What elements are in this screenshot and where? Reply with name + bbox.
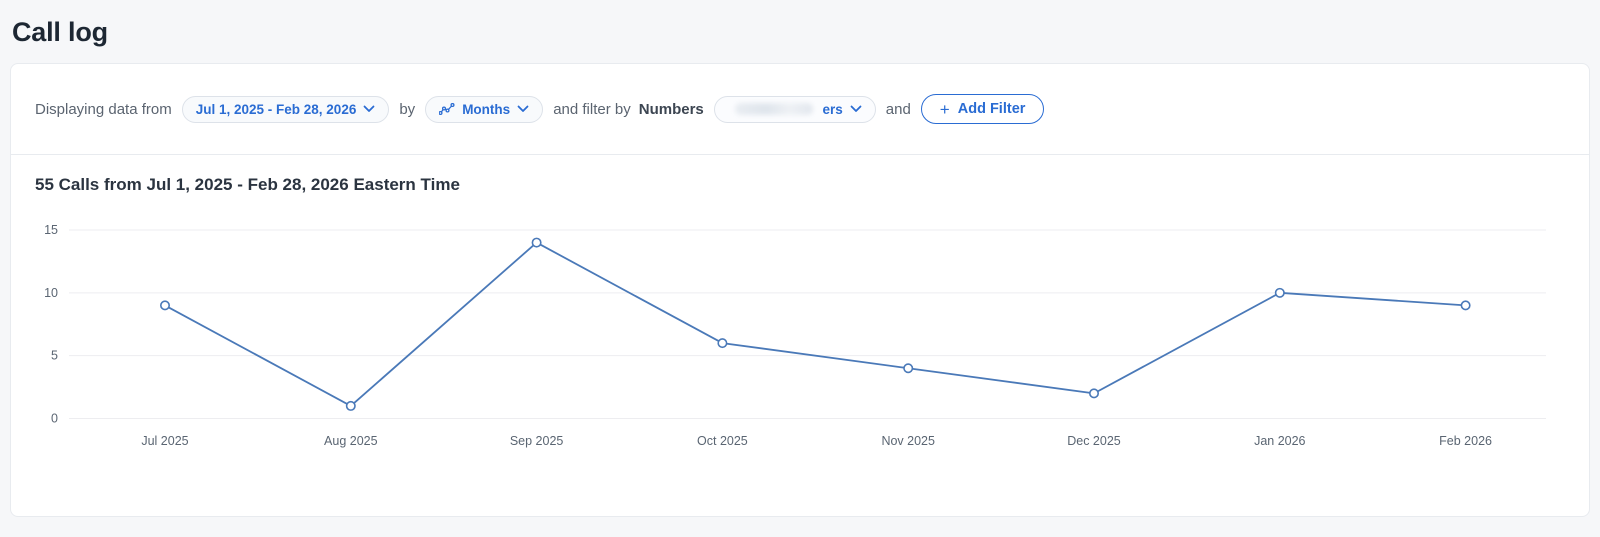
x-axis-tick-label: Jul 2025 [141, 434, 188, 448]
data-point[interactable] [717, 338, 728, 349]
y-axis-tick-label: 0 [51, 412, 58, 426]
chevron-down-icon [850, 105, 862, 112]
group-by-dropdown[interactable]: Months [425, 95, 544, 123]
chart-body: 0 5 10 15 Jul 2025 Aug 2025 Sep 2025 Oct 2025 No… [41, 207, 1589, 459]
group-by-value: Months [462, 101, 511, 117]
chevron-down-icon [363, 105, 375, 112]
and-filter-by-label: and filter by [553, 100, 631, 118]
x-axis-tick-label: Jan 2026 [1254, 434, 1305, 448]
x-axis-tick-label: Aug 2025 [324, 434, 378, 448]
and-label: and [885, 100, 911, 118]
numbers-filter-dropdown[interactable]: ers [713, 95, 876, 123]
plus-icon: + [939, 99, 950, 119]
data-point[interactable] [531, 237, 542, 248]
x-axis-tick-label: Nov 2025 [881, 434, 935, 448]
date-range-value: Jul 1, 2025 - Feb 28, 2026 [195, 101, 357, 117]
calls-line-chart: 0 5 10 15 Jul 2025 Aug 2025 Sep 2025 Oct 2025 No… [44, 223, 1546, 448]
chevron-down-icon [517, 105, 529, 112]
call-log-page: Call log Displaying data from Jul 1, 202… [10, 17, 1590, 517]
add-filter-button[interactable]: + Add Filter [920, 94, 1045, 124]
filter-field-name: Numbers [638, 100, 704, 118]
x-axis-tick-label: Dec 2025 [1067, 434, 1121, 448]
call-log-card: Displaying data from Jul 1, 2025 - Feb 2… [10, 63, 1590, 517]
filter-bar: Displaying data from Jul 1, 2025 - Feb 2… [11, 64, 1589, 155]
by-label: by [399, 100, 416, 118]
y-axis-tick-label: 5 [51, 349, 58, 363]
x-axis-tick-label: Feb 2026 [1439, 434, 1492, 448]
chart-title: 55 Calls from Jul 1, 2025 - Feb 28, 2026… [35, 175, 460, 194]
data-point[interactable] [345, 400, 356, 411]
data-point[interactable] [903, 363, 914, 374]
redacted-number-text [735, 103, 814, 115]
page-title: Call log [12, 17, 108, 47]
y-axis-tick-label: 15 [44, 223, 58, 237]
y-axis-tick-label: 10 [44, 286, 58, 300]
date-range-dropdown[interactable]: Jul 1, 2025 - Feb 28, 2026 [181, 95, 390, 123]
data-point[interactable] [160, 300, 171, 311]
data-point[interactable] [1274, 287, 1285, 298]
x-axis-tick-label: Oct 2025 [697, 434, 748, 448]
line-chart-icon [439, 102, 455, 115]
data-point[interactable] [1089, 388, 1100, 399]
displaying-data-from-label: Displaying data from [35, 100, 172, 118]
x-axis-tick-label: Sep 2025 [510, 434, 564, 448]
chart-section: 55 Calls from Jul 1, 2025 - Feb 28, 2026… [11, 175, 1589, 459]
data-point[interactable] [1460, 300, 1471, 311]
numbers-filter-visible-text: ers [822, 101, 843, 117]
add-filter-label: Add Filter [957, 101, 1026, 117]
calls-series-line [164, 241, 1466, 407]
